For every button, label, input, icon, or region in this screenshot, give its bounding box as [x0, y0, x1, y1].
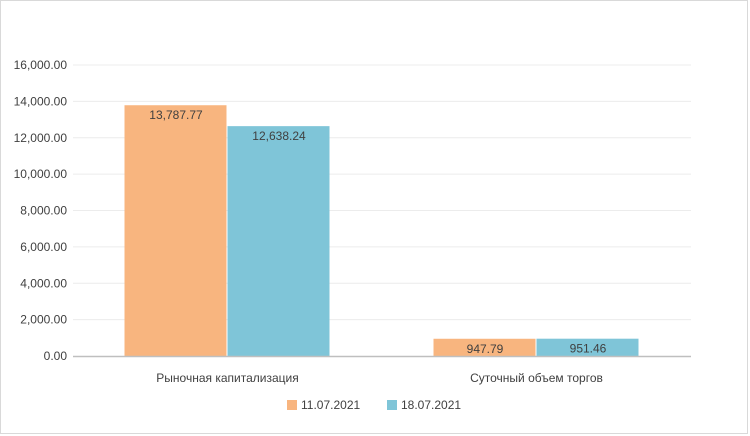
legend-item: 18.07.2021 [387, 398, 461, 412]
y-tick-label: 10,000.00 [14, 167, 68, 181]
legend: 11.07.2021 18.07.2021 [287, 398, 461, 412]
category-label: Суточный объем торгов [470, 371, 603, 385]
legend-swatch [387, 400, 397, 410]
data-labels: 13,787.77 12,638.24 947.79 951.46 [149, 108, 606, 356]
bar-data-label: 951.46 [570, 342, 607, 356]
legend-label: 11.07.2021 [301, 398, 360, 412]
y-tick-label: 2,000.00 [20, 313, 67, 327]
legend-swatch [287, 400, 297, 410]
category-label: Рыночная капитализация [156, 371, 298, 385]
bar [227, 126, 330, 356]
y-tick-label: 0.00 [44, 349, 68, 363]
y-tick-label: 8,000.00 [20, 204, 67, 218]
y-tick-label: 6,000.00 [20, 240, 67, 254]
bar-data-label: 13,787.77 [149, 108, 203, 122]
bars [124, 105, 639, 357]
bar-data-label: 947.79 [467, 342, 504, 356]
category-labels: Рыночная капитализация Суточный объем тор… [156, 371, 603, 385]
bar [433, 338, 536, 356]
y-axis-ticks: 0.00 2,000.00 4,000.00 6,000.00 8,000.00 10,0… [14, 58, 68, 363]
y-tick-label: 4,000.00 [20, 276, 67, 290]
y-tick-label: 16,000.00 [14, 58, 68, 72]
y-tick-label: 14,000.00 [14, 94, 68, 108]
y-tick-label: 12,000.00 [14, 131, 68, 145]
legend-item: 11.07.2021 [287, 398, 360, 412]
bar [536, 338, 639, 356]
legend-label: 18.07.2021 [401, 398, 461, 412]
bar [124, 105, 227, 357]
bar-data-label: 12,638.24 [252, 129, 306, 143]
